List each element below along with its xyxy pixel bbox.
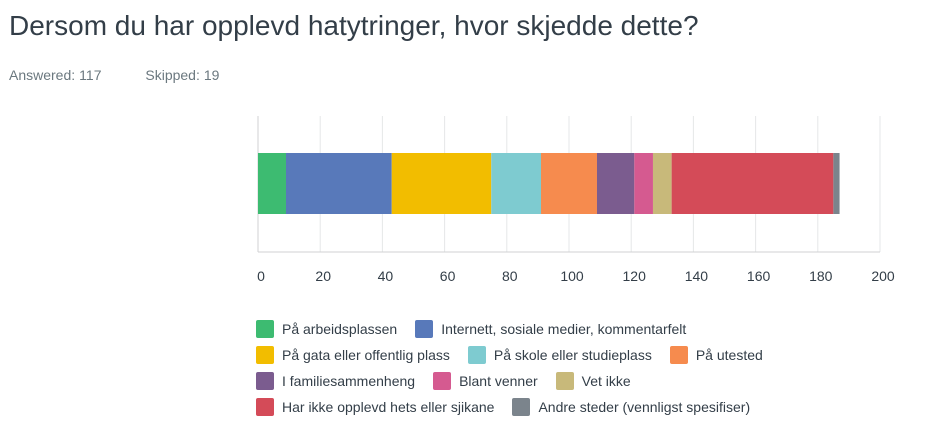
legend-item[interactable]: Internett, sosiale medier, kommentarfelt [415, 320, 686, 338]
legend-label: På arbeidsplassen [282, 321, 398, 337]
legend-swatch [512, 398, 531, 416]
skipped-label: Skipped: [145, 67, 200, 83]
bar-segment[interactable] [285, 153, 392, 214]
x-tick-label: 160 [747, 268, 771, 284]
x-tick-label: 120 [623, 268, 647, 284]
legend-swatch [256, 346, 274, 364]
x-tick-label: 40 [378, 268, 394, 284]
legend-swatch [256, 398, 274, 416]
legend-item[interactable]: På utested [669, 346, 763, 364]
legend-label: Internett, sosiale medier, kommentarfelt [441, 321, 687, 337]
legend-swatch [256, 320, 274, 338]
legend-label: Vet ikke [581, 373, 631, 389]
legend-item[interactable]: På arbeidsplassen [256, 320, 397, 338]
legend-item[interactable]: I familiesammenheng [256, 372, 415, 390]
legend-swatch [555, 372, 574, 390]
skipped-value: 19 [203, 67, 220, 83]
legend-swatch [467, 346, 486, 364]
legend-swatch [433, 372, 452, 390]
response-stats: Answered: 117 Skipped: 19 [9, 67, 259, 83]
legend-row: På arbeidsplassen Internett, sosiale medi… [256, 316, 781, 342]
legend-item[interactable]: Har ikke opplevd hets eller sjikane [256, 398, 494, 416]
legend-label: På gata eller offentlig plass [282, 347, 450, 363]
legend-item[interactable]: Andre steder (vennligst spesifiser) [512, 398, 750, 416]
answered-stat: Answered: 117 [9, 67, 121, 83]
legend-swatch [415, 320, 434, 338]
bar-segment[interactable] [652, 153, 672, 214]
x-tick-label: 140 [685, 268, 709, 284]
bar-segment[interactable] [671, 153, 834, 214]
answered-value: 117 [79, 67, 102, 83]
skipped-stat: Skipped: 19 [145, 67, 239, 83]
chart-legend: På arbeidsplassen Internett, sosiale medi… [256, 316, 781, 420]
x-tick-label: 180 [809, 268, 833, 284]
x-tick-label: 100 [560, 268, 584, 284]
legend-swatch [256, 372, 274, 390]
legend-label: Har ikke opplevd hets eller sjikane [282, 399, 495, 415]
bar-segment[interactable] [634, 153, 653, 214]
legend-swatch [669, 346, 688, 364]
x-tick-label: 200 [871, 268, 895, 284]
legend-label: I familiesammenheng [282, 373, 416, 389]
bar-segment[interactable] [491, 153, 542, 214]
legend-item[interactable]: På skole eller studieplass [467, 346, 652, 364]
bar-segment[interactable] [541, 153, 597, 214]
legend-row: På gata eller offentlig plass På skole el… [256, 342, 781, 368]
legend-row: Har ikke opplevd hets eller sjikane Andre… [256, 394, 781, 420]
answered-label: Answered: [9, 67, 76, 83]
legend-label: Andre steder (vennligst spesifiser) [538, 399, 751, 415]
bar-segment[interactable] [391, 153, 492, 214]
legend-row: I familiesammenheng Blant venner Vet ikke [256, 368, 781, 394]
legend-label: På skole eller studieplass [493, 347, 652, 363]
bar-segment[interactable] [833, 153, 840, 214]
legend-label: På utested [695, 347, 763, 363]
x-tick-label: 60 [440, 268, 456, 284]
x-tick-label: 20 [315, 268, 331, 284]
legend-item[interactable]: Blant venner [433, 372, 538, 390]
x-tick-label: 0 [257, 268, 265, 284]
page-title: Dersom du har opplevd hatytringer, hvor … [9, 10, 699, 41]
x-tick-label: 80 [502, 268, 518, 284]
bar-segment[interactable] [258, 153, 286, 214]
legend-label: Blant venner [459, 373, 538, 389]
legend-item[interactable]: På gata eller offentlig plass [256, 346, 450, 364]
legend-item[interactable]: Vet ikke [555, 372, 631, 390]
bar-segment[interactable] [596, 153, 635, 214]
stacked-bar-chart: 0 20 40 60 80 100 120 140 160 180 200 [257, 116, 895, 284]
